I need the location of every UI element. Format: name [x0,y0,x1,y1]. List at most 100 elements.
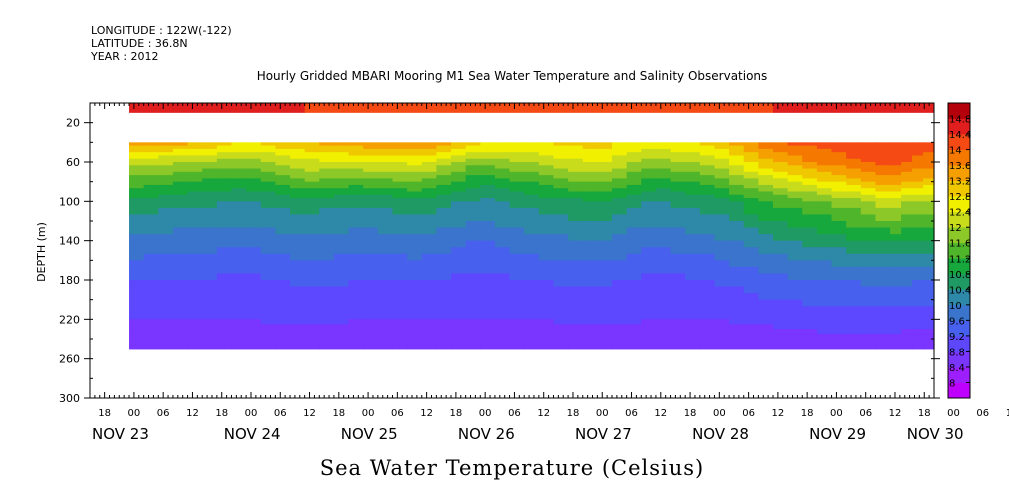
profile-cell [538,145,555,150]
profile-cell [568,184,584,189]
profile-cell [729,293,745,301]
profile-cell [480,227,496,235]
profile-cell [421,198,437,202]
profile-cell [787,162,803,166]
profile-cell [699,247,716,255]
profile-cell [363,145,379,150]
profile-cell [187,293,203,301]
profile-cell [670,273,686,281]
profile-cell [538,334,555,340]
profile-cell [421,165,437,170]
profile-cell [451,339,467,345]
profile-cell [597,339,613,345]
profile-cell [568,343,584,350]
profile-cell [860,191,877,196]
profile-cell [846,158,862,163]
profile-cell [494,247,511,255]
profile-cell [685,175,701,179]
profile-cell [553,184,569,189]
x-hour-label: 12 [772,408,785,419]
profile-cell [655,145,672,150]
profile-cell [685,178,701,183]
profile-cell [875,148,891,153]
profile-cell [158,312,174,320]
profile-cell [729,253,745,261]
surface-cell [890,103,935,113]
profile-cell [568,181,584,186]
profile-cell [509,253,525,261]
profile-cell [363,227,379,235]
profile-cell [202,194,218,199]
profile-cell [568,162,584,166]
profile-cell [158,191,174,196]
profile-cell [216,306,233,314]
profile-cell [597,280,613,288]
profile-cell [158,266,174,275]
profile-cell [729,165,745,170]
profile-cell [187,266,203,275]
profile-cell [407,306,423,314]
colorbar-swatch [948,227,970,244]
profile-cell [773,142,789,147]
profile-cell [290,165,306,170]
profile-cell [333,214,350,222]
profile-cell [582,319,598,325]
profile-cell [407,171,423,176]
profile-cell [582,240,598,248]
profile-cell [436,145,452,150]
profile-cell [172,253,189,261]
profile-cell [860,240,877,248]
profile-cell [787,234,803,242]
profile-cell [129,240,145,248]
profile-cell [831,253,847,261]
profile-cell [923,194,935,199]
profile-cell [202,286,218,294]
profile-cell [407,188,423,193]
profile-cell [787,198,803,202]
profile-cell [216,339,233,345]
profile-cell [348,214,364,222]
profile-cell [363,148,379,153]
profile-cell [377,293,394,301]
profile-cell [187,194,203,199]
profile-cell [890,286,902,294]
profile-cell [275,171,291,176]
profile-cell [538,286,555,294]
colorbar-swatch [948,335,970,352]
profile-cell [802,201,818,209]
profile-cell [187,343,203,350]
profile-cell [129,286,145,294]
profile-cell [143,158,159,163]
profile-cell [348,227,364,235]
profile-cell [275,247,291,255]
profile-cell [392,260,408,268]
profile-cell [568,280,584,288]
profile-cell [202,293,218,301]
profile-cell [758,319,774,325]
profile-cell [714,178,730,183]
profile-cell [758,158,774,163]
profile-cell [875,198,891,202]
latitude-label: LATITUDE : 36.8N [91,37,188,50]
profile-cell [216,148,233,153]
profile-cell [260,334,276,340]
profile-cell [143,142,159,147]
profile-cell [641,155,657,160]
profile-cell [333,227,350,235]
profile-cell [319,299,335,307]
profile-cell [480,247,496,255]
profile-cell [480,194,496,199]
profile-cell [568,194,584,199]
profile-cell [901,260,913,268]
profile-cell [158,184,174,189]
profile-cell [890,221,902,229]
profile-cell [451,280,467,288]
x-day-label: NOV 28 [692,425,749,443]
profile-cell [912,334,924,340]
profile-cell [773,324,789,330]
profile-cell [831,207,847,216]
profile-cell [333,207,350,216]
profile-cell [597,334,613,340]
profile-cell [158,329,174,335]
profile-cell [436,184,452,189]
